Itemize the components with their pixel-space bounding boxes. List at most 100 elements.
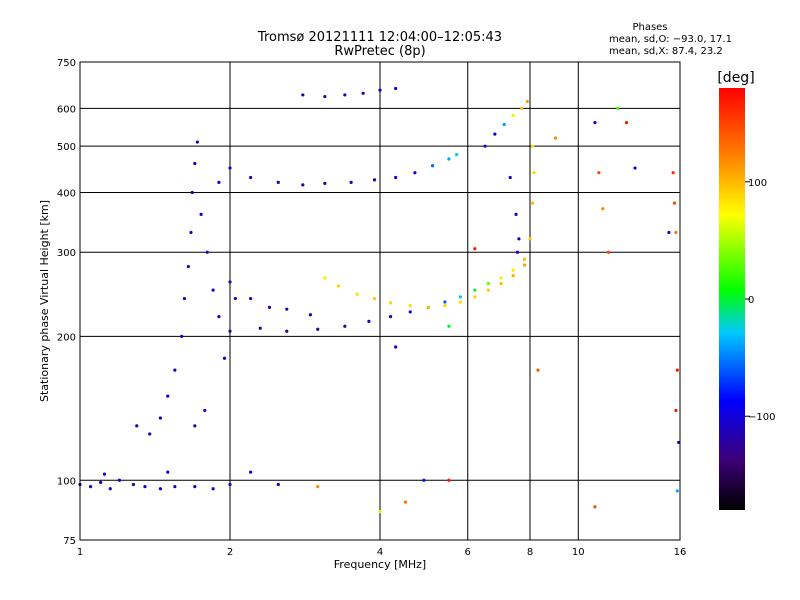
data-point [193,485,197,489]
data-point [378,88,382,92]
x-axis-label: Frequency [MHz] [334,558,426,571]
data-point [447,324,451,328]
data-point [372,296,377,301]
data-point [413,171,417,175]
data-point [135,424,139,428]
x-tick-label: 1 [77,547,83,558]
data-point [515,250,520,254]
x-tick-label: 2 [227,547,233,558]
y-tick-label: 600 [57,104,76,115]
data-point [182,296,186,301]
data-point [447,478,451,482]
data-point [514,212,518,216]
data-point [394,175,398,180]
data-point [205,250,209,254]
data-point [443,300,447,304]
data-point [323,94,327,99]
data-point [499,276,503,280]
axis-ticks: 1 2 4 6 8 10 16 75 100 200 300 400 500 600 750 [57,58,686,558]
data-point [473,295,477,299]
data-point [258,326,262,330]
data-points [78,86,681,514]
data-point [173,485,177,489]
data-point [597,171,601,175]
data-point [403,500,408,504]
x-tick-label: 16 [674,547,687,558]
data-point [180,334,184,338]
data-point [143,485,147,489]
data-point [531,201,535,205]
data-point [99,480,103,484]
y-tick-label: 75 [63,536,76,547]
y-tick-label: 100 [57,476,76,487]
data-point [301,183,305,187]
colorbar: [deg] 100 0 −100 [717,70,775,510]
phase-stats-x: mean, sd,X: 87.4, 23.2 [609,46,723,57]
data-point [408,303,412,308]
data-point [522,263,527,267]
data-point [166,470,170,474]
data-point [228,329,232,333]
data-point [228,166,232,170]
data-point [408,310,412,314]
data-point [667,230,671,235]
data-point [349,180,353,184]
data-point [285,329,289,333]
data-point [675,368,679,372]
data-point [633,166,637,170]
chart-subtitle: RwPretec (8p) [334,44,425,59]
data-point [336,284,340,288]
data-point [675,489,679,493]
y-tick-label: 400 [57,188,76,199]
data-point [522,257,527,261]
x-tick-label: 10 [572,547,585,558]
data-point [671,171,675,175]
x-tick-label: 8 [527,547,533,558]
data-point [195,140,199,144]
data-point [674,230,678,235]
data-point [536,368,540,372]
data-point [308,313,313,317]
data-point [249,296,253,301]
data-point [343,93,347,97]
data-point [473,247,477,251]
data-point [528,237,532,241]
data-point [443,303,447,308]
data-point [532,171,536,175]
data-point [499,281,503,286]
x-tick-label: 4 [377,547,383,558]
data-point [316,327,320,331]
data-point [285,307,289,311]
data-point [511,274,515,278]
data-point [624,121,629,125]
data-point [158,416,163,420]
data-point [108,487,112,491]
plot-frame [79,61,681,541]
data-point [447,157,451,161]
data-point [173,368,177,372]
data-point [276,180,280,184]
data-point [203,408,207,413]
data-point [131,482,136,487]
data-point [672,201,677,205]
data-point [355,292,359,296]
data-point [517,237,521,241]
data-point [367,319,371,323]
data-point [520,106,524,110]
data-point [276,482,280,487]
y-tick-label: 300 [57,248,76,259]
data-point [186,264,190,269]
y-axis-label: Stationary phase Virtual Height [km] [38,200,51,402]
data-point [189,230,193,235]
data-point [217,180,221,184]
data-point [316,485,320,489]
data-point [228,482,232,487]
data-point [674,408,678,413]
data-point [430,164,435,168]
data-point [148,432,152,436]
data-point [511,268,515,272]
data-point [193,424,197,428]
data-point [394,86,398,91]
data-point [372,178,377,182]
